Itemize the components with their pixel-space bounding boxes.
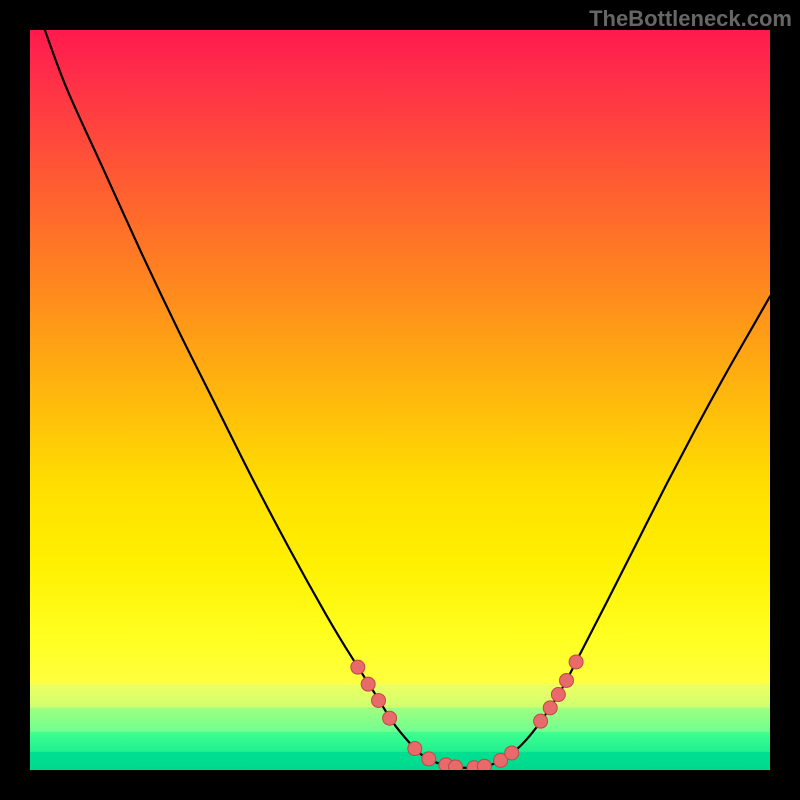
marker-dot (383, 711, 397, 725)
marker-dot (551, 688, 565, 702)
marker-dot (534, 714, 548, 728)
marker-dot (560, 673, 574, 687)
marker-dot (372, 693, 386, 707)
watermark-text: TheBottleneck.com (589, 6, 792, 32)
marker-dot (422, 752, 436, 766)
marker-dot (569, 655, 583, 669)
markers-group (351, 655, 583, 770)
marker-dot (543, 701, 557, 715)
marker-dot (477, 759, 491, 770)
curve-line (45, 30, 770, 768)
marker-dot (505, 746, 519, 760)
marker-dot (351, 660, 365, 674)
marker-dot (361, 677, 375, 691)
plot-area (30, 30, 770, 770)
marker-dot (408, 742, 422, 756)
marker-dot (449, 760, 463, 770)
chart-svg (30, 30, 770, 770)
